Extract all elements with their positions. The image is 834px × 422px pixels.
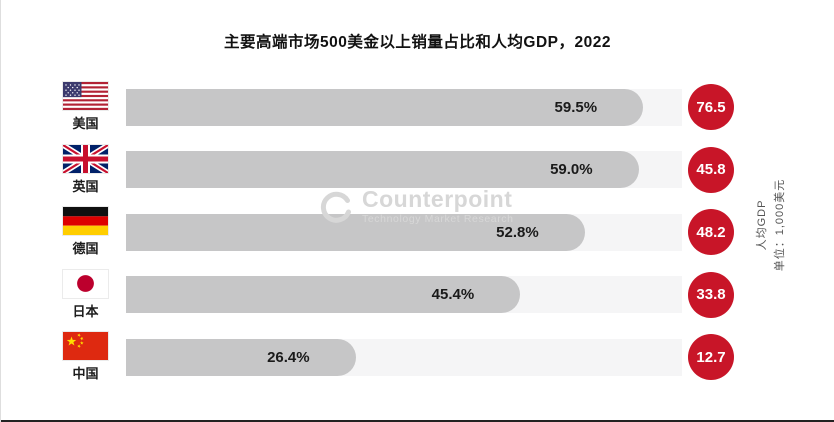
right-axis-label: 人均GDP 单位：1,000美元 xyxy=(754,145,792,305)
de-flag-icon xyxy=(63,207,108,236)
country-label-group: 中国 xyxy=(63,332,126,382)
chart-row-jp: 日本 45.4% 33.8 xyxy=(63,264,734,327)
share-value-label: 26.4% xyxy=(267,348,310,366)
share-value-label: 45.4% xyxy=(431,286,475,304)
country-name-label: 中国 xyxy=(72,366,99,382)
right-axis-label-line2: 单位：1,000美元 xyxy=(773,178,786,272)
bar-chart-rows: 美国 59.5% 76.5 英国 59.0% 45.8 xyxy=(63,76,734,389)
gdp-circle-badge: 45.8 xyxy=(688,146,734,193)
share-value-label: 59.5% xyxy=(554,98,598,116)
share-value-label: 59.0% xyxy=(550,161,593,179)
share-bar: 52.8% xyxy=(126,213,585,251)
right-axis-label-line1: 人均GDP xyxy=(756,199,768,251)
us-flag-icon xyxy=(63,82,108,111)
gdp-circle-badge: 12.7 xyxy=(688,334,734,381)
gdp-circle-badge: 33.8 xyxy=(688,271,734,318)
country-label-group: 德国 xyxy=(63,207,126,257)
share-bar: 59.5% xyxy=(126,88,644,126)
country-name-label: 美国 xyxy=(72,116,99,132)
chart-row-cn: 中国 26.4% 12.7 xyxy=(63,326,734,389)
share-bar: 59.0% xyxy=(126,151,639,189)
chart-row-us: 美国 59.5% 76.5 xyxy=(63,76,734,139)
bar-track: 52.8% xyxy=(126,213,682,251)
gdp-circle-badge: 76.5 xyxy=(688,84,734,131)
chart-title: 主要高端市场500美金以上销量占比和人均GDP，2022 xyxy=(224,34,611,51)
country-label-group: 日本 xyxy=(63,269,126,320)
chart-row-de: 德国 52.8% 48.2 xyxy=(63,201,734,264)
bottom-border-line xyxy=(1,420,834,422)
jp-flag-icon xyxy=(63,269,108,298)
country-name-label: 德国 xyxy=(72,241,99,257)
country-name-label: 日本 xyxy=(72,303,99,319)
gdp-circle-badge: 48.2 xyxy=(688,209,734,256)
share-bar: 45.4% xyxy=(126,276,521,314)
cn-flag-icon xyxy=(63,332,108,361)
chart-row-uk: 英国 59.0% 45.8 xyxy=(63,139,734,202)
bar-track: 45.4% xyxy=(126,276,682,314)
bar-track: 59.0% xyxy=(126,151,682,189)
country-label-group: 英国 xyxy=(63,144,126,195)
share-bar: 26.4% xyxy=(126,338,356,376)
uk-flag-icon xyxy=(63,144,108,173)
bar-track: 59.5% xyxy=(126,88,682,126)
country-name-label: 英国 xyxy=(72,178,99,194)
country-label-group: 美国 xyxy=(63,82,126,132)
bar-track: 26.4% xyxy=(126,338,682,376)
share-value-label: 52.8% xyxy=(496,223,539,241)
